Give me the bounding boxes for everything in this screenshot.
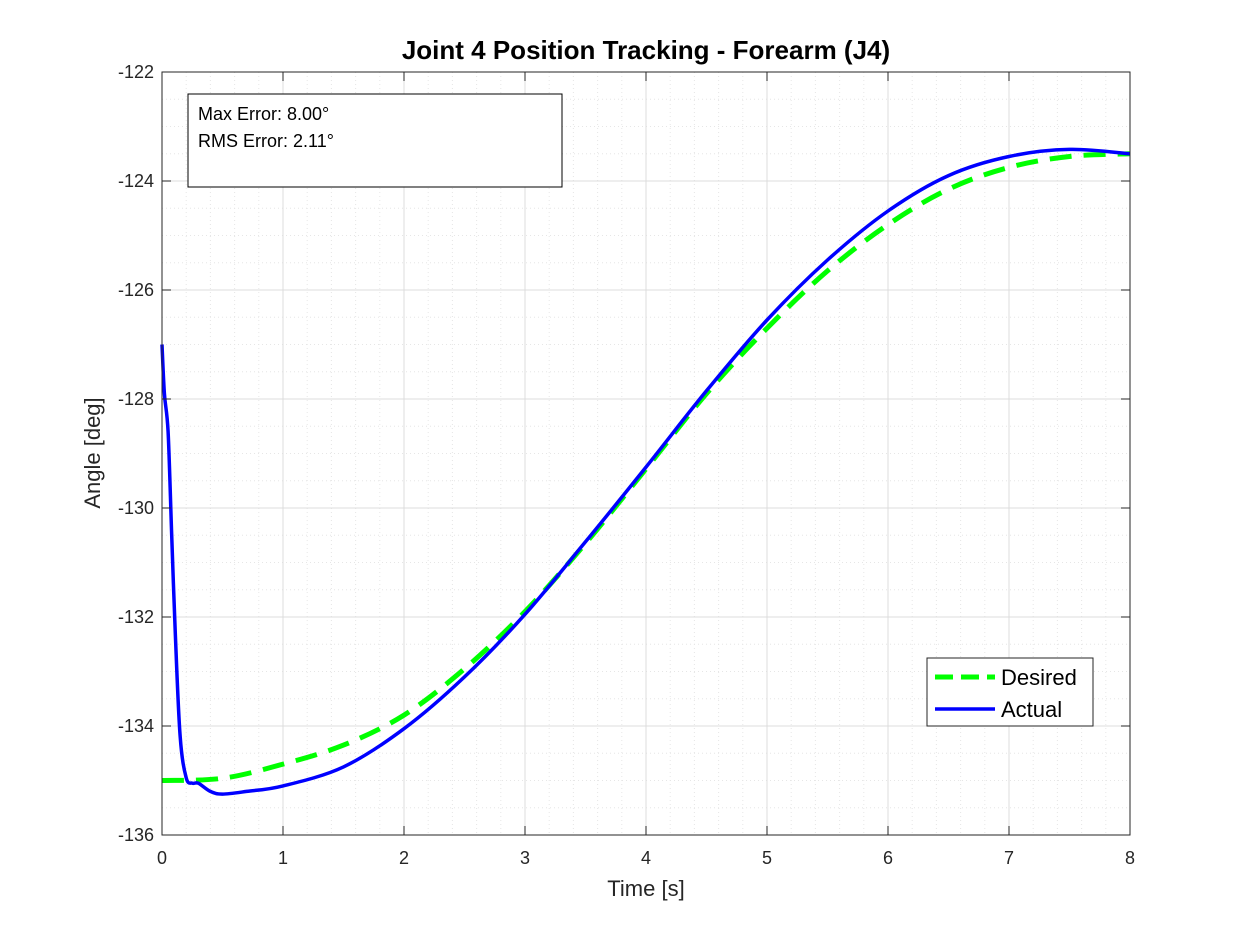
- y-tick-label: -136: [118, 825, 154, 845]
- error-annotation-box: Max Error: 8.00° RMS Error: 2.11°: [187, 93, 563, 188]
- x-tick-labels: 0 1 2 3 4 5 6 7 8: [157, 848, 1135, 868]
- y-tick-label: -132: [118, 607, 154, 627]
- y-tick-labels: -122 -124 -126 -128 -130 -132 -134 -136: [118, 62, 154, 845]
- annotation-border: [187, 93, 563, 188]
- y-tick-label: -128: [118, 389, 154, 409]
- y-tick-label: -134: [118, 716, 154, 736]
- y-axis-label: Angle [deg]: [80, 397, 105, 508]
- rms-error-text: RMS Error: 2.11°: [198, 131, 334, 151]
- x-tick-label: 5: [762, 848, 772, 868]
- series-line-actual: [160, 147, 1131, 796]
- legend-label-actual: Actual: [1001, 697, 1062, 722]
- y-tick-label: -130: [118, 498, 154, 518]
- series-layer: [160, 147, 1131, 796]
- x-tick-label: 4: [641, 848, 651, 868]
- chart-title: Joint 4 Position Tracking - Forearm (J4): [402, 35, 890, 65]
- x-tick-label: 3: [520, 848, 530, 868]
- x-tick-label: 0: [157, 848, 167, 868]
- x-tick-label: 1: [278, 848, 288, 868]
- tick-marks: [161, 71, 1131, 836]
- legend-label-desired: Desired: [1001, 665, 1077, 690]
- x-tick-label: 8: [1125, 848, 1135, 868]
- x-tick-label: 2: [399, 848, 409, 868]
- max-error-text: Max Error: 8.00°: [198, 104, 329, 124]
- x-axis-label: Time [s]: [607, 876, 684, 901]
- y-tick-label: -122: [118, 62, 154, 82]
- y-tick-label: -124: [118, 171, 154, 191]
- x-tick-label: 6: [883, 848, 893, 868]
- legend: Desired Actual: [926, 657, 1094, 727]
- y-tick-label: -126: [118, 280, 154, 300]
- x-tick-label: 7: [1004, 848, 1014, 868]
- legend-border: [926, 657, 1094, 727]
- series-line-desired: [161, 151, 1131, 783]
